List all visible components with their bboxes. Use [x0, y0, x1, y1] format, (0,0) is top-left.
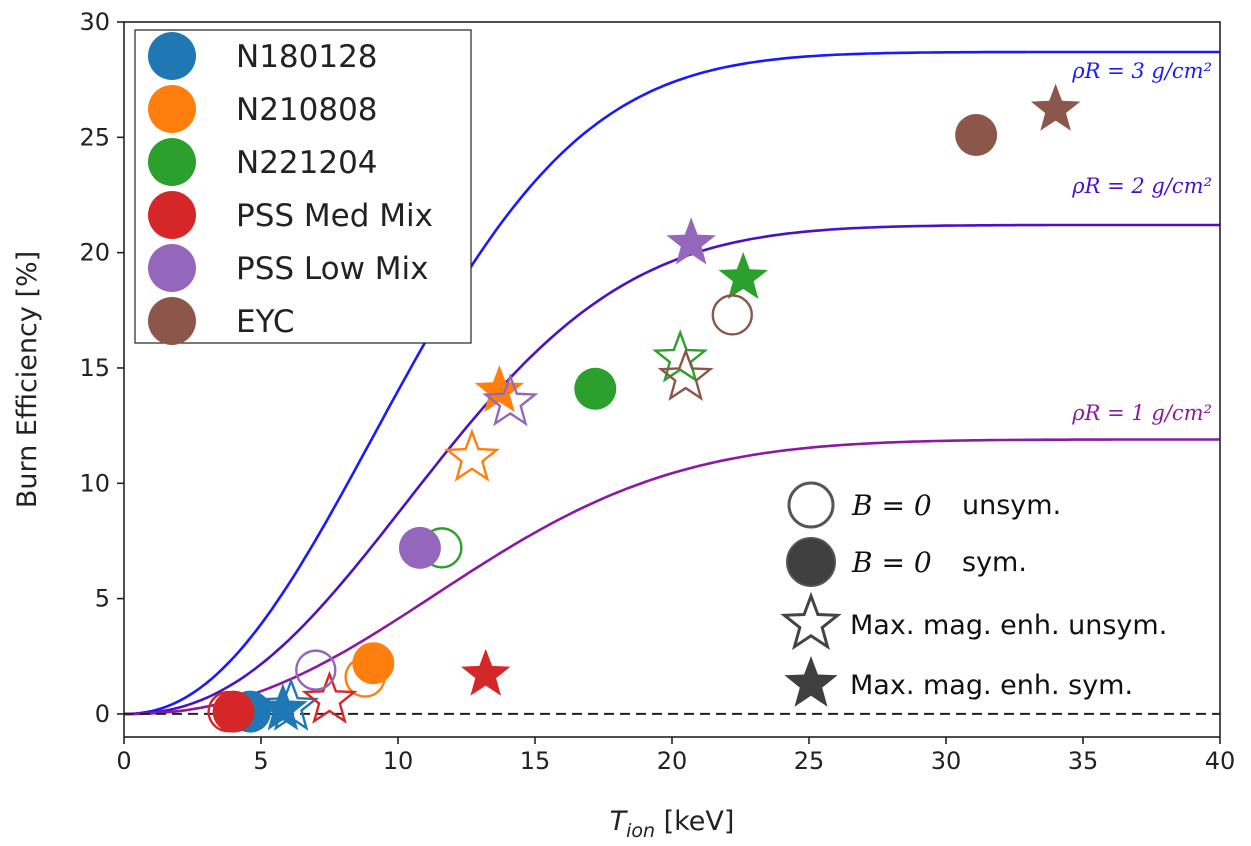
y-axis-label: Burn Efficiency [%] — [12, 251, 43, 508]
model-curves — [124, 50, 1220, 716]
x-tick-label: 20 — [657, 747, 688, 775]
curve-rhoR1 — [124, 438, 1220, 716]
legend-swatch — [148, 32, 196, 80]
x-axis-label: Tion [keV] — [610, 806, 735, 842]
point-n180128-sym-star — [258, 683, 308, 731]
legend-label: PSS Low Mix — [236, 251, 429, 287]
x-axis-label-unit: [keV] — [655, 806, 734, 837]
x-tick-label: 40 — [1205, 747, 1236, 775]
y-tick-label: 10 — [79, 469, 110, 497]
point-n221204-sym-circle — [574, 367, 617, 410]
curve-rhoR2 — [124, 223, 1220, 716]
marker-style-key: B = 0 unsym. B = 0 sym. Max. mag. enh. unsym… — [780, 481, 1167, 707]
curve-rhoR3 — [124, 50, 1220, 716]
point-eyc-unsym-circle — [711, 294, 753, 336]
legend-label: EYC — [236, 304, 294, 340]
point-pss-low-mix-sym-circle — [398, 526, 441, 569]
x-axis-ticks: 0 5 10 15 20 25 30 35 40 — [116, 737, 1235, 775]
point-n221204-sym-star — [718, 252, 768, 300]
curve-label-rhoR3: ρR = 3 g/cm² — [1071, 59, 1212, 83]
key-label: unsym. — [962, 490, 1061, 521]
key-filled-circle-icon — [786, 537, 836, 587]
key-math-label: B = 0 — [851, 489, 932, 522]
legend-box — [134, 29, 472, 344]
y-tick-label: 0 — [95, 700, 110, 728]
point-pss-med-mix-unsym-star — [301, 670, 358, 724]
x-axis-label-sub: ion — [626, 820, 655, 842]
y-tick-label: 5 — [95, 585, 110, 613]
key-label: sym. — [962, 547, 1027, 578]
x-axis-label-main: T — [610, 806, 629, 837]
y-tick-label: 30 — [79, 8, 110, 36]
point-pss-med-mix-sym-star — [461, 648, 511, 696]
y-tick-label: 15 — [79, 354, 110, 382]
x-tick-label: 15 — [520, 747, 551, 775]
x-tick-label: 0 — [116, 747, 131, 775]
x-tick-label: 25 — [794, 747, 825, 775]
point-eyc-unsym-star — [657, 347, 714, 401]
point-eyc-sym-star — [1030, 83, 1081, 131]
legend-swatch — [148, 138, 196, 186]
x-tick-label: 10 — [383, 747, 414, 775]
y-tick-label: 25 — [79, 123, 110, 151]
key-label: Max. mag. enh. sym. — [850, 670, 1133, 701]
key-label: Max. mag. enh. unsym. — [850, 610, 1167, 641]
point-pss-low-mix-unsym-circle — [295, 649, 337, 691]
legend-label: N180128 — [236, 39, 378, 75]
x-tick-label: 5 — [253, 747, 268, 775]
y-tick-label: 20 — [79, 239, 110, 267]
key-math-label: B = 0 — [851, 546, 932, 579]
y-axis-ticks: 0 5 10 15 20 25 30 — [79, 8, 124, 728]
legend-label: N210808 — [236, 92, 378, 128]
series-legend: N180128 N210808 N221204 PSS Med Mix PSS Low … — [134, 29, 472, 345]
data-points — [207, 83, 1081, 733]
key-open-circle-icon — [787, 481, 835, 529]
x-tick-label: 35 — [1068, 747, 1099, 775]
point-pss-low-mix-sym-star — [666, 217, 716, 265]
key-open-star-icon — [780, 591, 842, 651]
point-n210808-unsym-star — [444, 428, 500, 482]
legend-label: PSS Med Mix — [236, 198, 433, 234]
point-n210808-sym-star — [474, 365, 525, 413]
legend-swatch — [148, 297, 196, 345]
legend-label: N221204 — [236, 145, 378, 181]
curve-labels: ρR = 3 g/cm² ρR = 2 g/cm² ρR = 1 g/cm² — [1071, 59, 1212, 425]
legend-swatch — [148, 85, 196, 133]
curve-label-rhoR2: ρR = 2 g/cm² — [1071, 174, 1212, 198]
legend-swatch — [148, 191, 196, 239]
key-filled-star-icon — [784, 656, 838, 707]
point-n210808-sym-circle — [352, 642, 395, 685]
curve-label-rhoR1: ρR = 1 g/cm² — [1071, 401, 1212, 425]
point-n221204-unsym-star — [652, 329, 709, 383]
x-tick-label: 30 — [931, 747, 962, 775]
point-pss-low-mix-unsym-star — [482, 373, 539, 427]
point-eyc-sym-circle — [955, 114, 998, 157]
point-pss-med-mix-sym-circle — [212, 690, 255, 733]
legend-swatch — [148, 244, 196, 292]
